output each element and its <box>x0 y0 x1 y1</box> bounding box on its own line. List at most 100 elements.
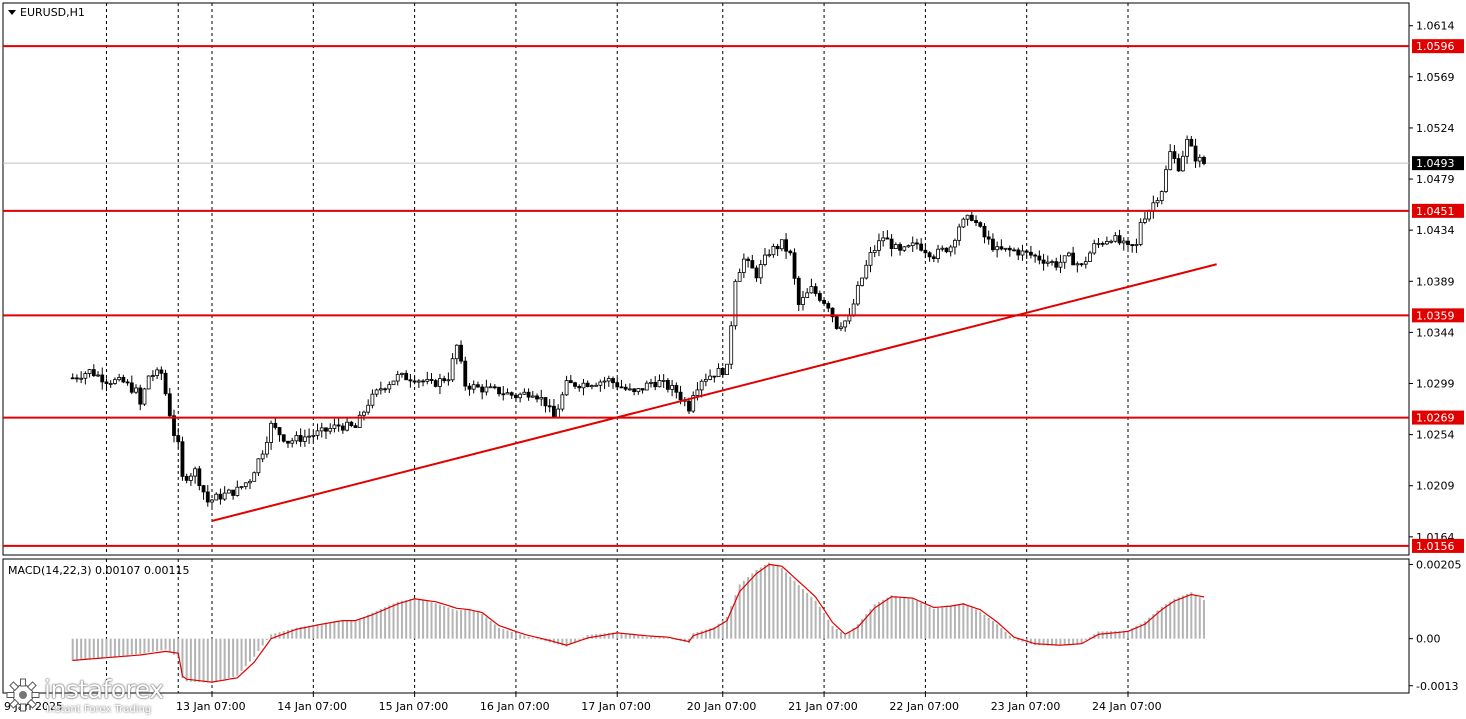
candle-body <box>1079 263 1084 266</box>
macd-bar <box>270 634 273 639</box>
candle <box>1067 251 1071 257</box>
macd-bar <box>928 606 931 639</box>
macd-bar <box>696 632 699 639</box>
candle-body <box>737 272 742 282</box>
macd-bar <box>1122 630 1125 639</box>
candle <box>665 377 670 393</box>
macd-bar <box>1169 601 1172 639</box>
candle-body <box>429 379 434 381</box>
candle-body <box>302 436 307 442</box>
candle <box>573 381 577 389</box>
candle-body <box>792 252 797 279</box>
macd-bar <box>168 638 171 653</box>
macd-bar <box>582 637 585 639</box>
candle-body <box>252 472 257 482</box>
macd-bar <box>654 637 657 639</box>
macd-bar <box>320 623 323 639</box>
macd-bar <box>536 638 539 640</box>
candle-body <box>180 441 185 477</box>
candle <box>936 244 940 263</box>
candle <box>514 393 518 402</box>
candle-body <box>1029 251 1033 256</box>
macd-bar <box>569 638 572 645</box>
candle-body <box>201 485 206 493</box>
candle-body <box>243 482 248 487</box>
candle-body <box>450 358 455 381</box>
candle-body <box>674 385 679 393</box>
candle <box>995 241 1000 258</box>
candle <box>404 370 409 381</box>
candle <box>138 384 143 411</box>
macd-bar <box>198 638 201 683</box>
macd-bar <box>1194 594 1197 639</box>
candle <box>256 458 261 476</box>
candle-body <box>218 493 223 500</box>
candle <box>226 488 231 494</box>
candle <box>674 382 679 399</box>
x-tick-label: 15 Jan 07:00 <box>379 700 449 713</box>
macd-bar <box>181 638 184 679</box>
candle <box>1164 165 1168 194</box>
level-price-tag <box>1412 538 1464 553</box>
macd-bar <box>1186 593 1189 639</box>
macd-bar <box>1017 638 1020 641</box>
candle <box>716 363 721 377</box>
candle <box>416 379 421 388</box>
macd-bar <box>768 562 771 639</box>
candle-body <box>1020 250 1025 256</box>
candle-body <box>965 214 970 220</box>
candle <box>307 428 311 444</box>
candle <box>564 375 569 396</box>
macd-bar <box>362 616 365 639</box>
candle <box>155 367 160 380</box>
macd-bar <box>384 607 387 639</box>
candle <box>315 423 320 440</box>
macd-bar <box>920 602 923 639</box>
macd-bar <box>232 638 235 677</box>
candle <box>627 383 632 391</box>
candle-body <box>754 267 759 279</box>
candle-body <box>526 391 531 398</box>
collapse-triangle-icon[interactable] <box>8 10 16 15</box>
candle-body <box>492 386 497 389</box>
macd-bar <box>1097 631 1100 639</box>
macd-bar <box>498 627 501 639</box>
candle <box>725 363 729 376</box>
macd-bar <box>1131 628 1134 639</box>
candle <box>108 380 113 388</box>
macd-bar <box>447 607 450 639</box>
candle-body <box>387 384 392 390</box>
candle <box>450 353 455 382</box>
macd-bar <box>763 565 766 639</box>
macd-bar <box>869 609 872 639</box>
candle-body <box>362 411 366 416</box>
candle-body <box>374 389 379 395</box>
macd-bar <box>223 638 226 680</box>
candle-body <box>598 381 603 386</box>
candle <box>910 236 915 252</box>
candle <box>125 379 130 386</box>
candle <box>615 377 620 391</box>
candle <box>1012 247 1016 252</box>
candle-body <box>319 427 324 432</box>
candle-body <box>395 374 400 382</box>
candle-body <box>239 486 244 488</box>
macd-bar <box>1000 627 1003 639</box>
macd-bar <box>839 632 842 639</box>
candle <box>345 416 349 432</box>
candle-body <box>1088 252 1092 263</box>
macd-bar <box>219 638 222 681</box>
candle <box>691 391 696 413</box>
candle <box>433 378 438 388</box>
candle-body <box>125 381 130 384</box>
candle <box>286 440 290 448</box>
macd-bar <box>211 638 213 683</box>
candle-body <box>353 425 358 428</box>
candle <box>429 373 434 384</box>
candle-body <box>454 344 459 360</box>
macd-bar <box>286 629 289 639</box>
y-tick-label: 1.0479 <box>1416 173 1455 186</box>
candle-body <box>889 238 894 249</box>
candle-body <box>1024 250 1029 253</box>
candle-body <box>404 372 409 381</box>
